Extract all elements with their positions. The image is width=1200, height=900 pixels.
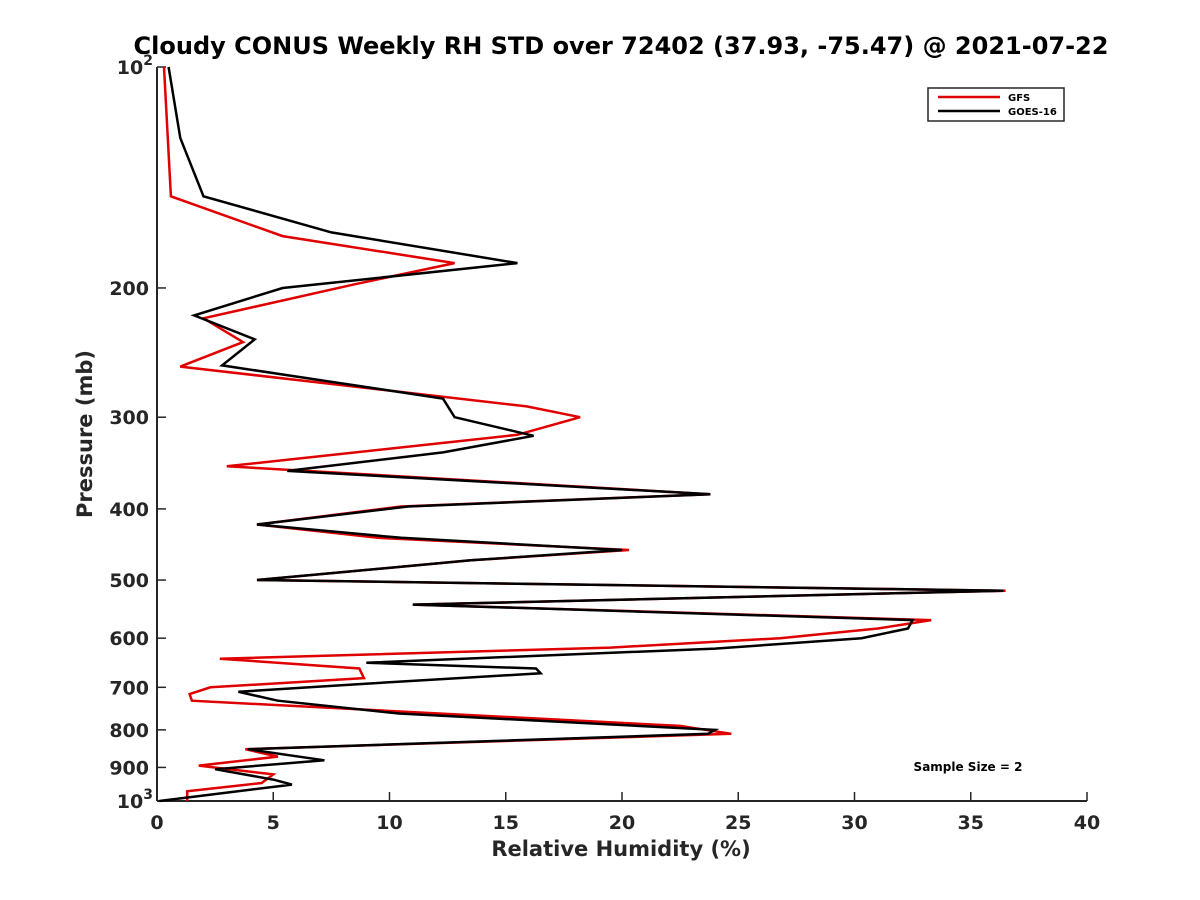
y-tick-label: 200 [109,278,149,300]
y-ticks: 102 200 300 400 500 600 700 800 900 103 [109,53,166,813]
x-tick-label: 40 [1074,812,1100,834]
y-tick-label: 900 [109,757,149,779]
legend-label-gfs: GFS [1008,93,1030,104]
chart-title: Cloudy CONUS Weekly RH STD over 72402 (3… [134,32,1109,60]
legend-label-goes16: GOES-16 [1008,107,1057,118]
y-tick-label: 700 [109,677,149,699]
y-tick-label: 500 [109,570,149,592]
y-tick-label: 103 [117,787,153,813]
y-tick-label: 300 [109,407,149,429]
y-axis-label: Pressure (mb) [73,350,97,518]
legend: GFS GOES-16 [927,87,1065,122]
x-tick-label: 10 [376,812,402,834]
x-tick-label: 20 [609,812,635,834]
y-tick-label: 400 [109,499,149,521]
x-tick-label: 5 [267,812,280,834]
series-line-goes-16 [159,66,1004,803]
x-tick-label: 35 [958,812,984,834]
axes: 0 5 10 15 20 25 30 35 40 102 200 300 400 500 600 700 80… [109,53,1100,834]
legend-box [927,87,1065,122]
x-axis-label: Relative Humidity (%) [491,837,750,861]
y-tick-label: 800 [109,720,149,742]
x-ticks: 0 5 10 15 20 25 30 35 40 [150,792,1100,834]
x-tick-label: 25 [725,812,751,834]
series-lines [159,66,1006,803]
y-tick-label: 600 [109,628,149,650]
x-tick-label: 30 [841,812,867,834]
sample-size-annotation: Sample Size = 2 [914,760,1023,774]
x-tick-label: 0 [150,812,163,834]
x-tick-label: 15 [493,812,519,834]
y-tick-label: 102 [117,53,153,79]
